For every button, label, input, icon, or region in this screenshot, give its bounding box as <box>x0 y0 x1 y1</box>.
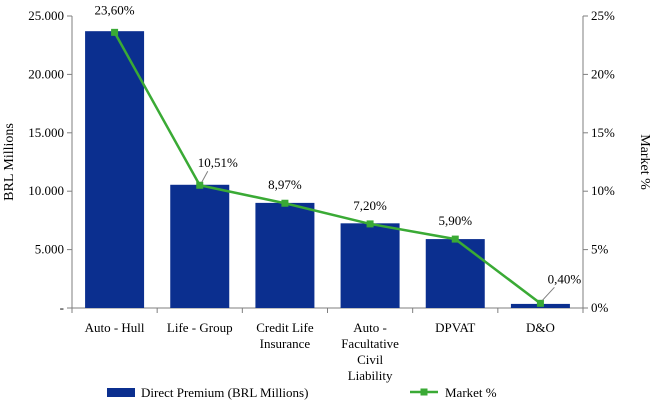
data-label: 8,97% <box>268 177 302 192</box>
y2-tick-label: 25% <box>591 8 615 23</box>
legend-swatch-bar <box>107 388 135 397</box>
line-marker <box>111 28 119 36</box>
legend-label-line: Market % <box>445 385 497 400</box>
x-category-label: Credit Life <box>256 320 314 335</box>
x-category-label: DPVAT <box>435 320 475 335</box>
line-marker <box>366 220 374 228</box>
bar <box>85 31 145 309</box>
y2-axis-title: Market % <box>637 134 650 190</box>
bar <box>425 239 485 308</box>
legend: Direct Premium (BRL Millions) Market % <box>107 385 497 400</box>
y-axis-title: BRL Millions <box>2 123 17 201</box>
data-labels: 23,60% 10,51% 8,97% 7,20% 5,90% 0,40% <box>95 2 582 301</box>
label-leader-line <box>201 171 209 183</box>
x-category-label: Facultative <box>341 336 399 351</box>
legend-swatch-marker <box>420 388 428 396</box>
line-marker <box>536 299 544 307</box>
line-marker <box>451 235 459 243</box>
x-category-label: Life - Group <box>167 320 233 335</box>
x-category-label: Insurance <box>260 336 311 351</box>
legend-label-bar: Direct Premium (BRL Millions) <box>141 385 308 400</box>
x-category-label: Liability <box>348 368 393 383</box>
bar-series <box>85 31 570 309</box>
data-label: 7,20% <box>353 198 387 213</box>
line-marker <box>196 181 204 189</box>
x-category-label: Civil <box>357 352 383 367</box>
label-leader-line <box>542 286 555 301</box>
bar <box>170 184 230 308</box>
y-tick-label: 25.000 <box>28 8 64 23</box>
data-label: 10,51% <box>198 155 238 170</box>
bar <box>255 202 315 308</box>
y-tick-label: 15.000 <box>28 125 64 140</box>
y-tick-label: - <box>60 300 64 315</box>
x-category-label: Auto - Hull <box>85 320 145 335</box>
y2-tick-label: 20% <box>591 66 615 81</box>
data-label: 0,40% <box>548 271 582 286</box>
y-tick-label: 5.000 <box>35 242 64 257</box>
y2-tick-label: 10% <box>591 183 615 198</box>
y2-tick-label: 5% <box>591 242 609 257</box>
data-label: 23,60% <box>95 2 135 17</box>
x-category-label: D&O <box>526 320 555 335</box>
line-marker <box>281 199 289 207</box>
y2-tick-label: 0% <box>591 300 609 315</box>
market-share-line <box>113 31 542 305</box>
bar <box>340 223 400 308</box>
y-tick-label: 10.000 <box>28 183 64 198</box>
x-category-label: Auto - <box>353 320 387 335</box>
line-series <box>111 28 544 307</box>
y2-tick-label: 15% <box>591 125 615 140</box>
y-tick-label: 20.000 <box>28 66 64 81</box>
data-label: 5,90% <box>438 213 472 228</box>
axes: - 5.000 10.000 15.000 20.000 25.000 0% 5% 10% 15%… <box>2 8 650 383</box>
